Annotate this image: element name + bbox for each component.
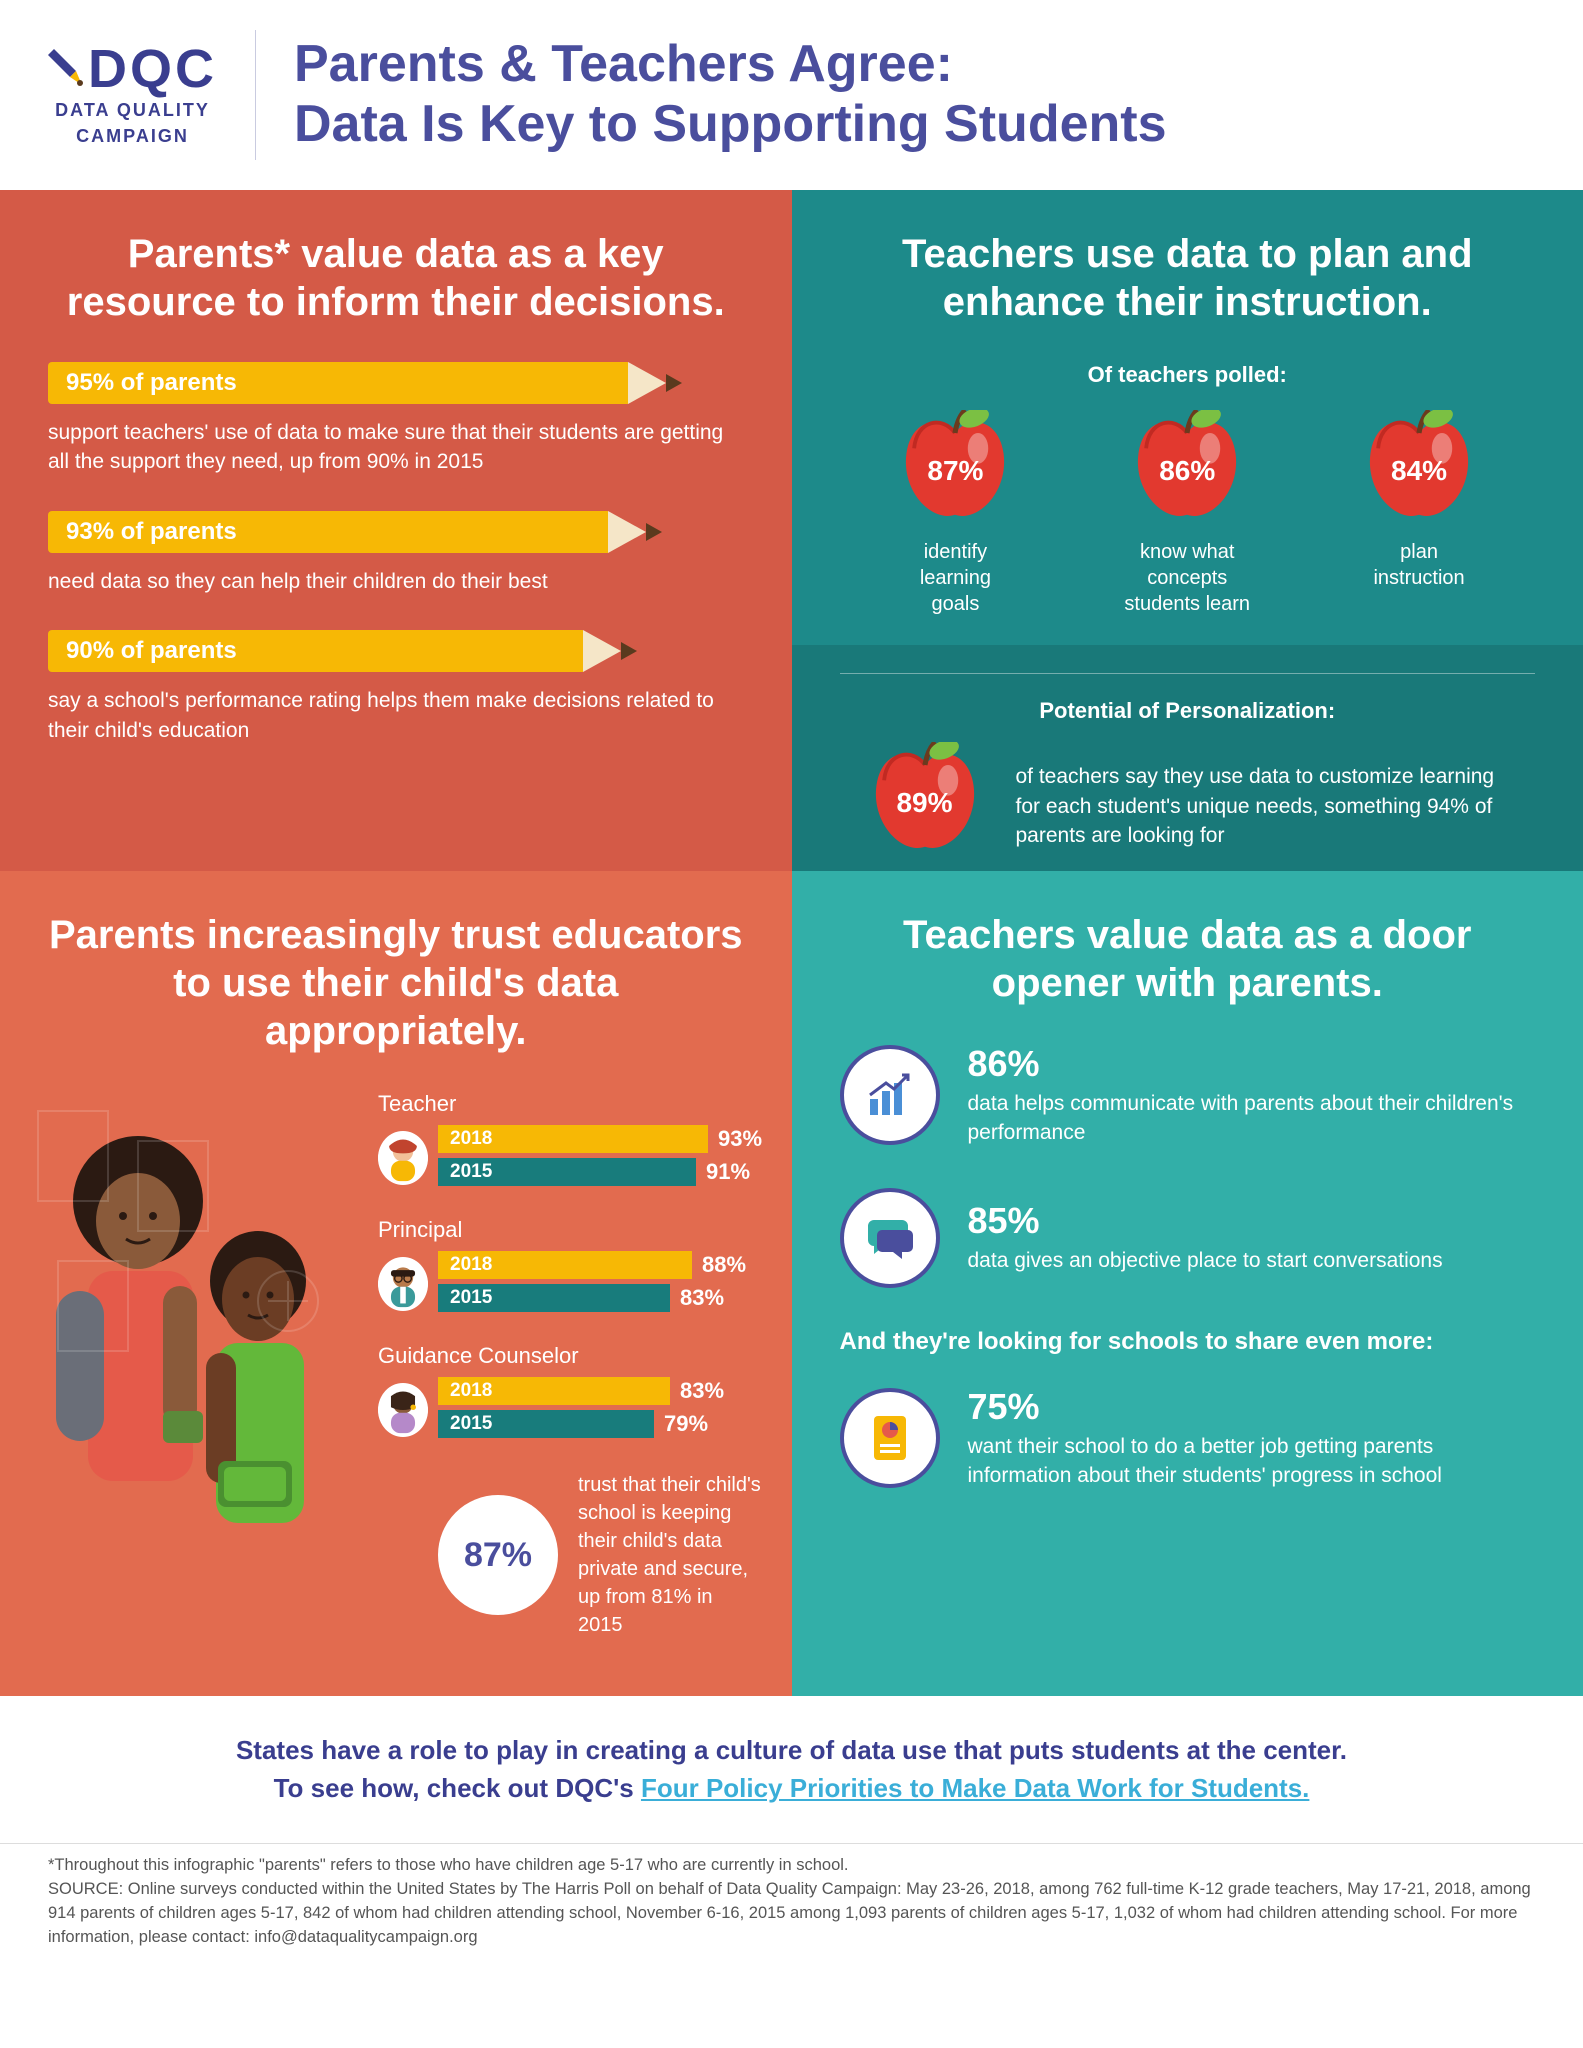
panel-door: Teachers value data as a door opener wit… (792, 871, 1583, 1696)
sharing-stat: 75% want their school to do a better job… (840, 1386, 1536, 1491)
apple-icon: 87% (890, 410, 1020, 525)
pencil-icon (48, 45, 84, 93)
avatar-icon (378, 1131, 428, 1185)
bar-2015-pct: 83% (680, 1285, 724, 1311)
logo-abbr: DQC (88, 42, 217, 96)
footnote: *Throughout this infographic "parents" r… (48, 1854, 1535, 1878)
avatar-icon (378, 1383, 428, 1437)
logo-line2: CAMPAIGN (76, 126, 189, 148)
bar-2018: 2018 (438, 1251, 692, 1279)
sharing-pct: 75% (968, 1386, 1536, 1428)
pencil-tip-icon (646, 523, 662, 541)
pencil-pct: 93% of parents (48, 511, 608, 553)
page-title: Parents & Teachers Agree: Data Is Key to… (294, 35, 1167, 155)
apple-pct: 84% (1391, 455, 1447, 487)
personalization-block: Potential of Personalization: 89% of tea… (792, 645, 1583, 871)
sharing-text: want their school to do a better job get… (968, 1432, 1536, 1491)
apple-stat: 86% know what concepts students learn (1083, 410, 1292, 617)
trust-circle-pct: 87% (438, 1495, 558, 1615)
sharing-heading: And they're looking for schools to share… (840, 1328, 1536, 1356)
panel-trust: Parents increasingly trust educators to … (0, 871, 792, 1696)
potential-heading: Potential of Personalization: (840, 698, 1536, 724)
pencil-pct: 95% of parents (48, 362, 628, 404)
potential-pct: 89% (896, 787, 952, 819)
panel-parents-title: Parents* value data as a key resource to… (48, 230, 744, 326)
bar-2018-pct: 93% (718, 1126, 762, 1152)
bar-2015-pct: 91% (706, 1159, 750, 1185)
fine-print: *Throughout this infographic "parents" r… (0, 1843, 1583, 1990)
bar-2018: 2018 (438, 1125, 708, 1153)
apple-label: know what concepts students learn (1083, 539, 1292, 617)
door-stat-text: data helps communicate with parents abou… (968, 1089, 1536, 1148)
door-stat: 85% data gives an objective place to sta… (840, 1188, 1536, 1288)
pencil-pct: 90% of parents (48, 630, 583, 672)
avatar-icon (378, 1257, 428, 1311)
trust-bar-group: Teacher 2018 93% 2015 91% (378, 1091, 762, 1191)
potential-text: of teachers say they use data to customi… (1016, 762, 1516, 850)
footer-cta: States have a role to play in creating a… (0, 1696, 1583, 1843)
door-stat: 86% data helps communicate with parents … (840, 1043, 1536, 1148)
apple-pct: 87% (927, 455, 983, 487)
pencil-stat: 93% of parents need data so they can hel… (48, 511, 744, 596)
chart-icon (840, 1045, 940, 1145)
door-stat-text: data gives an objective place to start c… (968, 1246, 1536, 1275)
bar-role-label: Guidance Counselor (378, 1343, 762, 1369)
bar-2015: 2015 (438, 1410, 654, 1438)
source-text: SOURCE: Online surveys conducted within … (48, 1878, 1535, 1950)
apple-icon: 84% (1354, 410, 1484, 525)
door-stat-pct: 86% (968, 1043, 1536, 1085)
panel-door-title: Teachers value data as a door opener wit… (840, 911, 1536, 1007)
apple-label: plan instruction (1315, 539, 1524, 591)
bar-2015: 2015 (438, 1158, 696, 1186)
trust-bar-group: Guidance Counselor 2018 83% 2015 79% (378, 1343, 762, 1443)
pencil-stat: 95% of parents support teachers' use of … (48, 362, 744, 477)
apple-label: identify learning goals (851, 539, 1060, 617)
apple-stat: 84% plan instruction (1315, 410, 1524, 617)
bar-role-label: Teacher (378, 1091, 762, 1117)
pencil-desc: support teachers' use of data to make su… (48, 418, 744, 477)
header: DQC DATA QUALITY CAMPAIGN Parents & Teac… (0, 0, 1583, 190)
logo-line1: DATA QUALITY (55, 100, 210, 122)
panel-parents: Parents* value data as a key resource to… (0, 190, 792, 871)
pencil-stat: 90% of parents say a school's performanc… (48, 630, 744, 745)
report-icon (840, 1388, 940, 1488)
panel-trust-title: Parents increasingly trust educators to … (48, 911, 744, 1055)
pencil-tip-icon (621, 642, 637, 660)
cta-link[interactable]: Four Policy Priorities to Make Data Work… (641, 1773, 1309, 1803)
bar-2018-pct: 83% (680, 1378, 724, 1404)
pencil-icon: 93% of parents (48, 511, 744, 553)
pencil-icon: 90% of parents (48, 630, 744, 672)
cta-line1: States have a role to play in creating a… (48, 1732, 1535, 1770)
chat-icon (840, 1188, 940, 1288)
trust-bar-group: Principal 2018 88% 2015 83% (378, 1217, 762, 1317)
teachers-subhead: Of teachers polled: (840, 362, 1536, 388)
panel-teachers: Teachers use data to plan and enhance th… (792, 190, 1583, 871)
apple-pct: 86% (1159, 455, 1215, 487)
trust-circle-text: trust that their child's school is keepi… (578, 1471, 762, 1639)
pencil-desc: say a school's performance rating helps … (48, 686, 744, 745)
bar-2015-pct: 79% (664, 1411, 708, 1437)
dqc-logo: DQC DATA QUALITY CAMPAIGN (48, 42, 217, 147)
pencil-desc: need data so they can help their childre… (48, 567, 744, 596)
panel-teachers-title: Teachers use data to plan and enhance th… (840, 230, 1536, 326)
bar-2018: 2018 (438, 1377, 670, 1405)
apple-icon: 89% (860, 742, 990, 857)
apple-stat: 87% identify learning goals (851, 410, 1060, 617)
bar-2018-pct: 88% (702, 1252, 746, 1278)
divider (840, 673, 1536, 674)
pencil-tip-icon (666, 374, 682, 392)
bar-2015: 2015 (438, 1284, 670, 1312)
header-divider (255, 30, 256, 160)
documents-bg-icon (28, 1101, 368, 1461)
pencil-icon: 95% of parents (48, 362, 744, 404)
door-stat-pct: 85% (968, 1200, 1536, 1242)
cta-line2-pre: To see how, check out DQC's (274, 1773, 641, 1803)
bar-role-label: Principal (378, 1217, 762, 1243)
apple-icon: 86% (1122, 410, 1252, 525)
